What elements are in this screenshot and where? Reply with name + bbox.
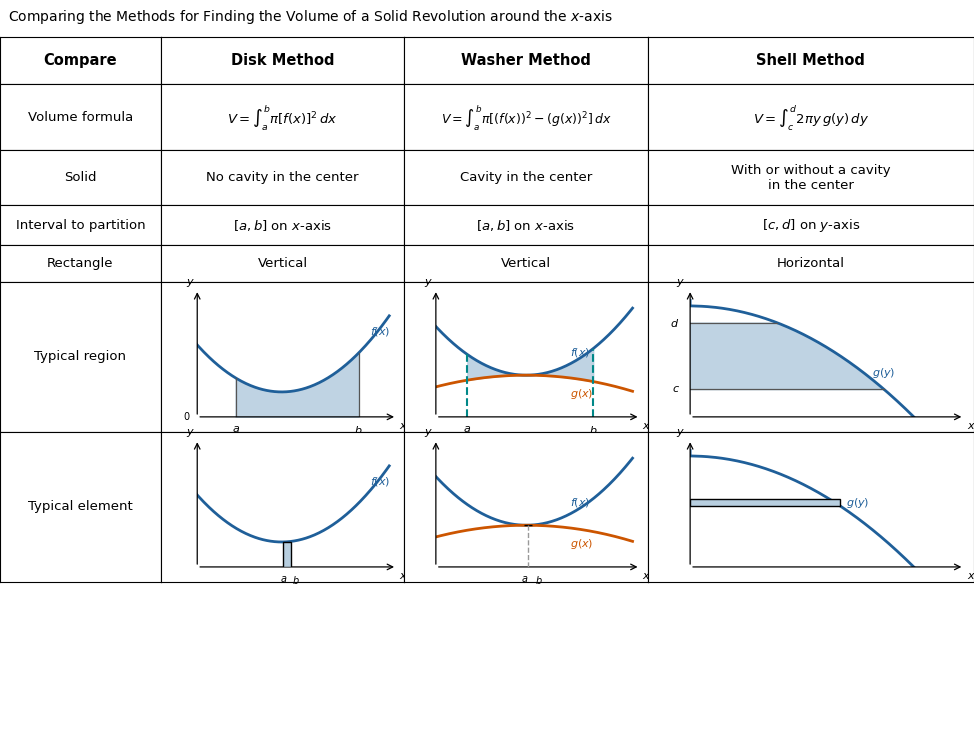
Text: $V = \int_a^b \pi[f(x)]^2 \, dx$: $V = \int_a^b \pi[f(x)]^2 \, dx$ <box>227 102 338 132</box>
Text: y: y <box>186 427 193 437</box>
Text: $V = \int_a^b \pi[(f(x))^2 - (g(x))^2] \, dx$: $V = \int_a^b \pi[(f(x))^2 - (g(x))^2] \… <box>440 102 612 132</box>
Text: $f(x)$: $f(x)$ <box>570 496 590 509</box>
Text: x: x <box>967 571 974 581</box>
Text: $b$: $b$ <box>292 574 300 586</box>
Text: $d$: $d$ <box>670 317 680 329</box>
Text: Rectangle: Rectangle <box>47 257 114 270</box>
Text: x: x <box>967 421 974 431</box>
Bar <box>691 499 841 506</box>
Text: y: y <box>425 427 431 437</box>
Text: Cavity in the center: Cavity in the center <box>460 171 592 184</box>
Text: Volume formula: Volume formula <box>27 111 133 124</box>
Text: $[a, b]$ on $x$-axis: $[a, b]$ on $x$-axis <box>233 217 332 233</box>
Text: No cavity in the center: No cavity in the center <box>206 171 358 184</box>
Text: $V = \int_c^d 2\pi y \, g(y) \, dy$: $V = \int_c^d 2\pi y \, g(y) \, dy$ <box>753 102 869 132</box>
Text: y: y <box>186 277 193 287</box>
Text: $[c, d]$ on $y$-axis: $[c, d]$ on $y$-axis <box>762 217 860 234</box>
Text: $g(y)$: $g(y)$ <box>845 496 869 509</box>
Text: Solid: Solid <box>64 171 96 184</box>
Text: y: y <box>676 427 683 437</box>
Text: Washer Method: Washer Method <box>461 53 591 68</box>
Bar <box>283 542 291 567</box>
Text: With or without a cavity
in the center: With or without a cavity in the center <box>731 163 890 192</box>
Text: Typical region: Typical region <box>34 351 127 363</box>
Text: 0: 0 <box>183 412 190 422</box>
Text: x: x <box>399 421 405 431</box>
Text: x: x <box>399 571 405 581</box>
Text: $g(y)$: $g(y)$ <box>872 365 895 379</box>
Text: x: x <box>643 421 649 431</box>
Text: Disk Method: Disk Method <box>231 53 334 68</box>
Text: $b$: $b$ <box>535 575 543 586</box>
Text: $g(x)$: $g(x)$ <box>570 386 593 400</box>
Text: $g(x)$: $g(x)$ <box>570 537 593 550</box>
Text: $a$: $a$ <box>464 424 471 434</box>
Text: $f(x)$: $f(x)$ <box>370 325 391 337</box>
Text: Horizontal: Horizontal <box>777 257 844 270</box>
Text: x: x <box>643 571 649 581</box>
Text: Vertical: Vertical <box>501 257 551 270</box>
Text: y: y <box>425 277 431 287</box>
Text: $[a, b]$ on $x$-axis: $[a, b]$ on $x$-axis <box>476 217 576 233</box>
Text: Comparing the Methods for Finding the Volume of a Solid Revolution around the $\: Comparing the Methods for Finding the Vo… <box>8 8 613 26</box>
Text: $a$: $a$ <box>280 574 287 583</box>
Text: $b$: $b$ <box>589 424 597 436</box>
Text: $a$: $a$ <box>520 575 528 584</box>
Text: $f(x)$: $f(x)$ <box>370 475 391 488</box>
Text: Vertical: Vertical <box>257 257 308 270</box>
Text: Compare: Compare <box>44 53 117 68</box>
Text: $f(x)$: $f(x)$ <box>570 346 590 359</box>
Text: $b$: $b$ <box>355 424 362 436</box>
Text: Shell Method: Shell Method <box>757 53 865 68</box>
Text: Interval to partition: Interval to partition <box>16 219 145 231</box>
Text: $c$: $c$ <box>672 384 680 394</box>
Text: $a$: $a$ <box>232 424 240 433</box>
Text: Typical element: Typical element <box>28 501 132 513</box>
Text: y: y <box>676 277 683 287</box>
